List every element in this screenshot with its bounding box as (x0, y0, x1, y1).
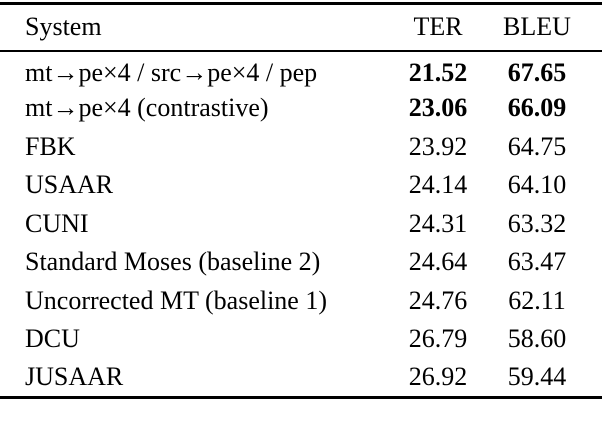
table-header: System TER BLEU (0, 3, 602, 52)
ter-cell: 24.76 (408, 285, 468, 315)
system-cell: JUSAAR (25, 362, 124, 391)
bleu-cell: 59.44 (507, 362, 567, 391)
column-header-system: System (0, 3, 388, 52)
ter-cell: 24.14 (408, 170, 468, 200)
ter-cell: 24.31 (408, 208, 468, 238)
table-row: JUSAAR 26.92 59.44 (0, 359, 602, 398)
system-cell: USAAR (25, 170, 114, 200)
system-cell: Standard Moses (baseline 2) (25, 247, 321, 277)
column-header-bleu: BLEU (488, 3, 602, 52)
table-body: mt→pe×4 / src→pe×4 / pep 21.52 67.65 mt→pe×… (0, 51, 602, 398)
system-cell: mt→pe×4 (contrastive) (25, 93, 269, 123)
ter-cell: 26.92 (408, 362, 468, 391)
ter-cell: 21.52 (408, 58, 468, 88)
bleu-cell: 63.47 (507, 247, 567, 277)
bleu-cell: 58.60 (507, 324, 567, 354)
ter-cell: 23.92 (408, 131, 468, 161)
bleu-cell: 62.11 (508, 285, 566, 315)
bleu-cell: 64.10 (507, 170, 567, 200)
bleu-cell: 67.65 (507, 58, 567, 88)
table-row: mt→pe×4 (contrastive) 23.06 66.09 (0, 89, 602, 128)
bleu-cell: 64.75 (507, 131, 567, 161)
results-table: System TER BLEU mt→pe×4 / src→pe×4 / pep… (0, 2, 602, 399)
system-cell: Uncorrected MT (baseline 1) (25, 285, 328, 315)
ter-cell: 24.64 (408, 247, 468, 277)
table-row: USAAR 24.14 64.10 (0, 166, 602, 205)
system-cell: CUNI (25, 208, 89, 238)
bleu-cell: 63.32 (507, 208, 567, 238)
table-row: Standard Moses (baseline 2) 24.64 63.47 (0, 243, 602, 282)
column-header-ter: TER (388, 3, 488, 52)
system-cell: FBK (25, 131, 76, 161)
ter-cell: 26.79 (408, 324, 468, 354)
table-row: FBK 23.92 64.75 (0, 128, 602, 167)
table-row: CUNI 24.31 63.32 (0, 205, 602, 244)
table-row: DCU 26.79 58.60 (0, 320, 602, 359)
header-row: System TER BLEU (0, 3, 602, 52)
bleu-cell: 66.09 (507, 93, 567, 123)
system-cell: mt→pe×4 / src→pe×4 / pep (25, 58, 318, 88)
ter-cell: 23.06 (408, 93, 468, 123)
system-cell: DCU (25, 324, 80, 354)
table-row: Uncorrected MT (baseline 1) 24.76 62.11 (0, 282, 602, 321)
table-row: mt→pe×4 / src→pe×4 / pep 21.52 67.65 (0, 51, 602, 90)
